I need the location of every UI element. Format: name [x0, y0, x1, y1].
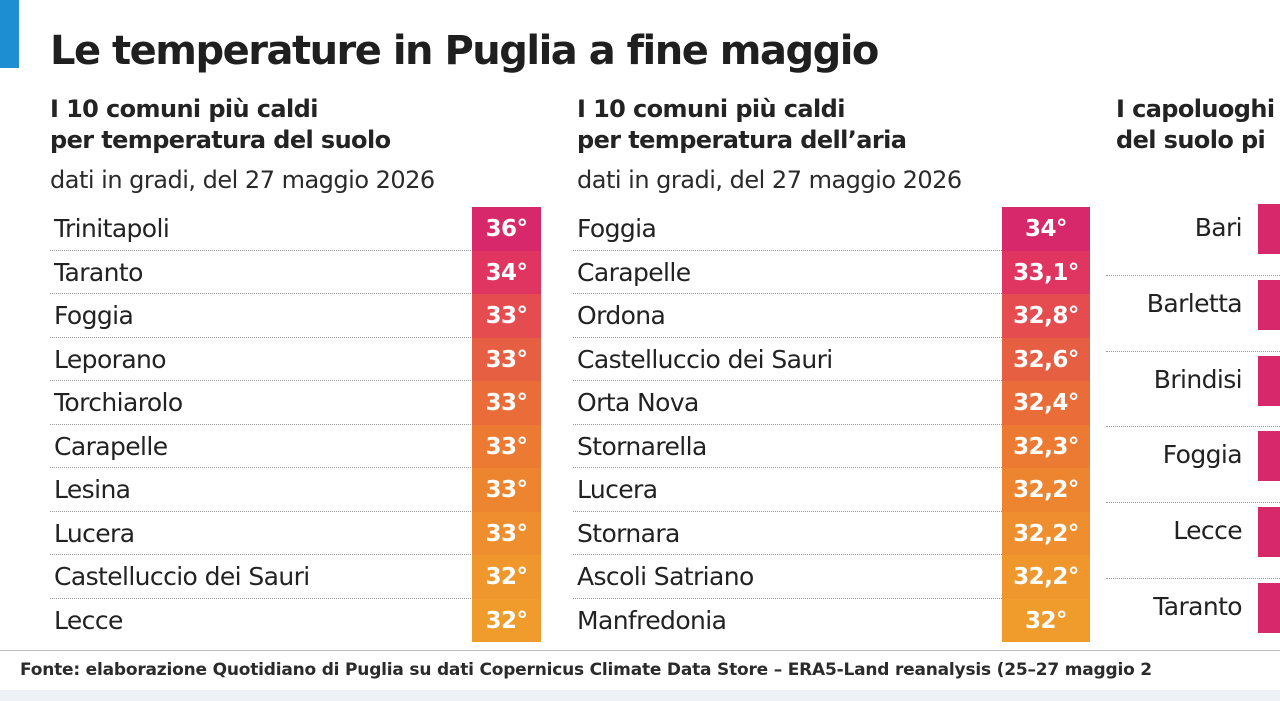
capoluoghi-bar — [1258, 507, 1280, 558]
soil-temperature-row-name: Foggia — [54, 301, 134, 330]
air-temperature-row-name: Stornara — [577, 518, 680, 548]
capoluoghi-row-name: Brindisi — [1153, 364, 1243, 394]
capoluoghi-heading: I capoluoghi del suolo pi — [1116, 94, 1275, 156]
bottom-band — [0, 690, 1280, 701]
accent-bar — [0, 0, 19, 68]
soil-table-heading-line-1: I 10 comuni più caldi — [50, 95, 318, 123]
air-temperature-row: Stornara 32,2° — [573, 511, 1090, 555]
soil-temperature-row-name: Lecce — [54, 605, 123, 635]
air-temperature-row-value: 32,2° — [1002, 555, 1090, 599]
soil-temperature-row-name: Torchiarolo — [54, 388, 183, 417]
soil-temperature-row: Torchiarolo 33° — [50, 381, 541, 425]
air-temperature-row-value: 32,2° — [1002, 511, 1090, 555]
capoluoghi-row: Brindisi — [1106, 352, 1280, 428]
capoluoghi-bar — [1258, 582, 1280, 633]
air-table-subtitle: dati in gradi, del 27 maggio 2026 — [577, 166, 962, 194]
capoluoghi-row-name: Bari — [1194, 213, 1243, 242]
soil-temperature-row-name: Lucera — [54, 518, 135, 548]
soil-temperature-row-name: Taranto — [54, 257, 143, 287]
air-temperature-row-name: Lucera — [577, 475, 658, 504]
air-temperature-table: Foggia 34° Carapelle 33,1° Ordona 32,8° Castel… — [573, 207, 1090, 642]
capoluoghi-row-name: Barletta — [1146, 288, 1243, 318]
air-temperature-row: Lucera 32,2° — [573, 468, 1090, 512]
soil-table-heading-line-2: per temperatura del suolo — [50, 126, 391, 154]
capoluoghi-row: Bari — [1106, 200, 1280, 276]
air-temperature-row-value: 32,6° — [1002, 337, 1090, 381]
air-temperature-row-value: 32,4° — [1002, 381, 1090, 425]
soil-temperature-row: Lesina 33° — [50, 468, 541, 512]
air-temperature-row-value: 33,1° — [1002, 250, 1090, 294]
capoluoghi-bar — [1258, 204, 1280, 254]
soil-temperature-row-name: Carapelle — [54, 431, 168, 461]
soil-temperature-row-value: 33° — [472, 294, 541, 338]
capoluoghi-bar — [1258, 279, 1280, 330]
soil-temperature-row-name: Castelluccio dei Sauri — [54, 562, 310, 591]
capoluoghi-row: Foggia — [1106, 427, 1280, 504]
capoluoghi-row: Taranto — [1106, 579, 1280, 655]
capoluoghi-heading-line-2: del suolo pi — [1116, 126, 1266, 154]
soil-temperature-row-value: 36° — [472, 207, 541, 251]
soil-temperature-table: Trinitapoli 36° Taranto 34° Foggia 33° Leporan… — [50, 207, 541, 642]
air-temperature-row-value: 32,2° — [1002, 468, 1090, 512]
air-temperature-row: Castelluccio dei Sauri 32,6° — [573, 337, 1090, 381]
capoluoghi-row: Barletta — [1106, 276, 1280, 352]
soil-temperature-row-value: 33° — [472, 337, 541, 381]
air-table-heading-line-2: per temperatura dell’aria — [577, 126, 907, 154]
capoluoghi-row-name: Taranto — [1153, 591, 1242, 621]
capoluoghi-chart: Bari Barletta Brindisi Foggia Lecce Taranto — [1106, 200, 1280, 655]
capoluoghi-row-name: Lecce — [1173, 516, 1242, 546]
soil-temperature-row: Castelluccio dei Sauri 32° — [50, 555, 541, 599]
air-table-heading-line-1: I 10 comuni più caldi — [577, 95, 845, 123]
source-note: Fonte: elaborazione Quotidiano di Puglia… — [20, 660, 1152, 680]
capoluoghi-heading-line-1: I capoluoghi — [1116, 95, 1275, 123]
soil-temperature-row: Lucera 33° — [50, 511, 541, 555]
soil-table-subtitle: dati in gradi, del 27 maggio 2026 — [50, 166, 435, 194]
air-temperature-row-name: Manfredonia — [577, 605, 727, 635]
soil-temperature-row-value: 33° — [472, 381, 541, 425]
soil-temperature-row-value: 34° — [472, 250, 541, 294]
air-temperature-row-name: Ascoli Satriano — [577, 562, 754, 591]
soil-temperature-row: Foggia 33° — [50, 294, 541, 338]
air-temperature-row-name: Ordona — [577, 301, 666, 330]
air-temperature-row-name: Castelluccio dei Sauri — [577, 344, 833, 374]
capoluoghi-bar — [1258, 431, 1280, 482]
air-temperature-row-name: Carapelle — [577, 257, 691, 287]
air-temperature-row-name: Foggia — [577, 214, 657, 243]
capoluoghi-bar — [1258, 355, 1280, 406]
soil-temperature-row-name: Lesina — [54, 475, 131, 504]
capoluoghi-row: Lecce — [1106, 503, 1280, 579]
air-temperature-row-name: Orta Nova — [577, 388, 699, 417]
page-title: Le temperature in Puglia a fine maggio — [50, 28, 879, 74]
capoluoghi-row-name: Foggia — [1162, 440, 1243, 470]
air-temperature-row: Ordona 32,8° — [573, 294, 1090, 338]
soil-temperature-row-name: Trinitapoli — [54, 214, 170, 243]
air-temperature-row-value: 34° — [1002, 207, 1090, 251]
soil-temperature-row-value: 33° — [472, 468, 541, 512]
air-temperature-row: Orta Nova 32,4° — [573, 381, 1090, 425]
air-temperature-row: Ascoli Satriano 32,2° — [573, 555, 1090, 599]
air-table-heading: I 10 comuni più caldi per temperatura de… — [577, 94, 907, 156]
air-temperature-row: Manfredonia 32° — [573, 598, 1090, 642]
air-temperature-row-name: Stornarella — [577, 431, 707, 461]
soil-temperature-row-name: Leporano — [54, 344, 167, 374]
air-temperature-row-value: 32,8° — [1002, 294, 1090, 338]
soil-temperature-row: Trinitapoli 36° — [50, 207, 541, 251]
soil-temperature-row: Leporano 33° — [50, 337, 541, 381]
soil-temperature-row: Lecce 32° — [50, 598, 541, 642]
air-temperature-row-value: 32° — [1002, 598, 1090, 642]
soil-temperature-row-value: 32° — [472, 555, 541, 599]
air-temperature-row: Stornarella 32,3° — [573, 424, 1090, 468]
footer-divider — [0, 650, 1280, 651]
soil-temperature-row-value: 33° — [472, 424, 541, 468]
soil-table-heading: I 10 comuni più caldi per temperatura de… — [50, 94, 391, 156]
soil-temperature-row: Taranto 34° — [50, 250, 541, 294]
soil-temperature-row-value: 33° — [472, 511, 541, 555]
soil-temperature-row: Carapelle 33° — [50, 424, 541, 468]
air-temperature-row: Carapelle 33,1° — [573, 250, 1090, 294]
soil-temperature-row-value: 32° — [472, 598, 541, 642]
air-temperature-row-value: 32,3° — [1002, 424, 1090, 468]
air-temperature-row: Foggia 34° — [573, 207, 1090, 251]
